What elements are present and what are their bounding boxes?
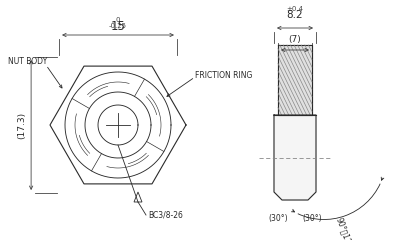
Text: (30°): (30°): [267, 214, 287, 223]
Polygon shape: [277, 45, 311, 115]
Text: 8.2: 8.2: [286, 10, 303, 20]
Text: 0: 0: [115, 17, 120, 23]
Text: 15: 15: [110, 20, 125, 33]
Text: (30°): (30°): [301, 214, 321, 223]
Text: -0.25: -0.25: [109, 23, 127, 29]
Text: 90°～120°: 90°～120°: [333, 216, 354, 240]
Text: FRICTION RING: FRICTION RING: [195, 71, 252, 79]
Polygon shape: [273, 115, 315, 200]
Text: (7): (7): [288, 35, 301, 44]
Text: NUT BODY: NUT BODY: [8, 58, 47, 66]
Text: ±0.4: ±0.4: [286, 6, 303, 12]
Text: BC3/8-26: BC3/8-26: [148, 210, 182, 220]
Text: (17.3): (17.3): [17, 111, 26, 138]
